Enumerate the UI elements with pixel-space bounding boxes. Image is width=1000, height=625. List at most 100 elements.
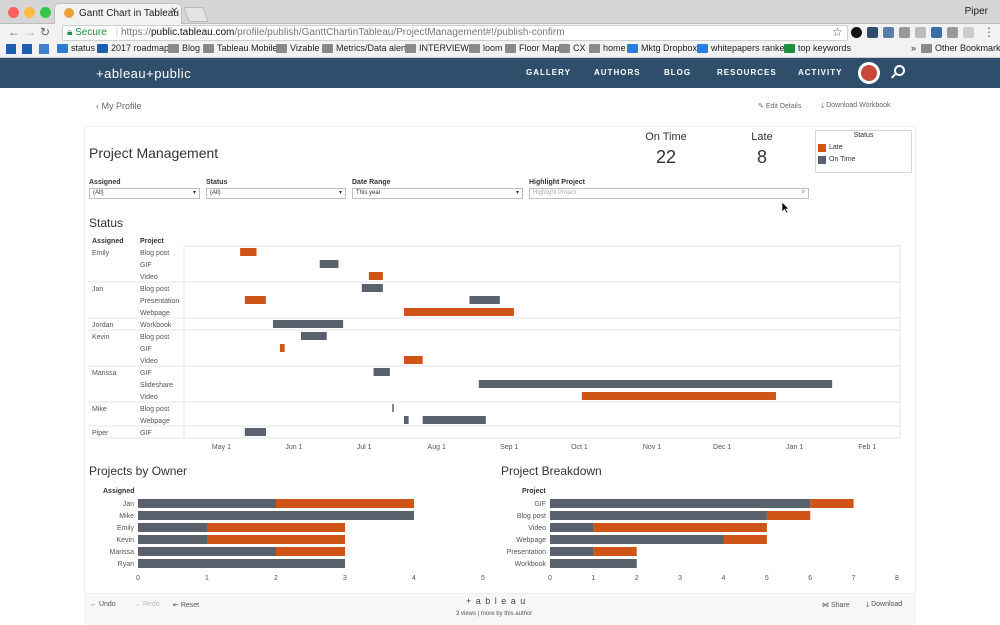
browser-profile-name[interactable]: Piper — [964, 6, 988, 17]
tableau-public-logo[interactable]: +ableau+public — [96, 66, 192, 81]
bookmark-status[interactable]: status — [57, 43, 95, 53]
download-workbook-link[interactable]: ⤓ Download Workbook — [821, 102, 891, 109]
bar-segment — [207, 535, 345, 544]
bookmark-loom[interactable]: loom — [469, 43, 503, 53]
close-window-button[interactable] — [8, 7, 19, 18]
nav-blog[interactable]: BLOG — [664, 68, 692, 77]
gantt-x-tick-label: Jun 1 — [285, 444, 302, 451]
bar-x-tick-label: 4 — [412, 575, 416, 582]
nav-activity[interactable]: ACTIVITY — [798, 68, 843, 77]
status-filter-label: Status — [206, 179, 228, 186]
project-breakdown-chart: GIF Blog post Video Webpage Presentation Work… — [507, 499, 899, 582]
legend-label-on-time[interactable]: On Time — [829, 156, 856, 163]
reset-button[interactable]: ⇤ Reset — [173, 602, 200, 609]
reload-icon[interactable]: ↻ — [40, 25, 51, 39]
gantt-bar — [403, 308, 514, 316]
back-to-profile-link[interactable]: ‹ My Profile — [96, 101, 142, 111]
extension-icon[interactable] — [915, 27, 926, 38]
download-icon: ⤓ — [866, 601, 870, 608]
nav-resources[interactable]: RESOURCES — [717, 68, 777, 77]
app-icon[interactable] — [39, 44, 49, 54]
share-icon: ⋈ — [822, 602, 829, 609]
extension-icon[interactable] — [931, 27, 942, 38]
extension-icon[interactable] — [899, 27, 910, 38]
gantt-x-tick-label: Sep 1 — [500, 444, 518, 451]
nav-authors[interactable]: AUTHORS — [594, 68, 641, 77]
gantt-project-label: GIF — [140, 262, 152, 269]
site-navbar — [0, 58, 1000, 88]
bookmark-top-keywords[interactable]: top keywords — [784, 43, 851, 53]
bar-category-label: Presentation — [507, 549, 546, 556]
assigned-filter-dropdown[interactable]: (All) ▾ — [89, 188, 200, 199]
tab-close-icon[interactable]: ✕ — [170, 6, 179, 17]
assigned-filter-label: Assigned — [89, 179, 121, 186]
maximize-window-button[interactable] — [40, 7, 51, 18]
undo-button[interactable]: ← Undo — [90, 601, 116, 608]
avatar-image — [861, 65, 877, 81]
kpi-on-time-label: On Time — [645, 131, 687, 143]
bookmark-whitepapers-ranked[interactable]: whitepapers ranked — [697, 43, 790, 53]
status-filter-dropdown[interactable]: (All) ▾ — [206, 188, 346, 199]
search-icon[interactable] — [894, 65, 905, 76]
bookmark-interviews[interactable]: INTERVIEWS — [405, 43, 475, 53]
back-arrow-icon[interactable]: ← — [8, 25, 20, 39]
bookmark-mktg-dropbox[interactable]: Mktg Dropbox — [627, 43, 697, 53]
bar-category-label: Ryan — [118, 561, 134, 568]
extension-icon[interactable] — [947, 27, 958, 38]
bookmark-tableau-mobile[interactable]: Tableau Mobile — [203, 43, 278, 53]
legend-swatch-on-time[interactable] — [818, 156, 826, 164]
gantt-x-tick-label: Nov 1 — [643, 444, 661, 451]
legend-label-late[interactable]: Late — [829, 144, 843, 151]
bar-x-tick-label: 3 — [343, 575, 347, 582]
download-button[interactable]: ⤓ Download — [866, 601, 903, 608]
bar-segment — [276, 499, 414, 508]
bar-category-label: Blog post — [517, 513, 546, 520]
date-range-dropdown[interactable]: This year ▾ — [352, 188, 523, 199]
bar-category-label: Webpage — [516, 537, 546, 544]
bookmark-floor-map[interactable]: Floor Map — [505, 43, 560, 53]
bar-segment — [138, 511, 414, 520]
more-bookmarks-icon[interactable]: » — [911, 43, 917, 53]
gantt-x-tick-label: Aug 1 — [428, 444, 446, 451]
dropdown-caret-icon: ▾ — [192, 190, 196, 196]
extension-icon[interactable] — [851, 27, 862, 38]
other-bookmarks[interactable]: Other Bookmarks — [921, 43, 1000, 53]
dropdown-caret-icon: ▾ — [338, 190, 342, 196]
bookmark-home[interactable]: home — [589, 43, 626, 53]
extension-icon[interactable] — [963, 27, 974, 38]
owner-axis-header: Assigned — [103, 488, 135, 495]
bookmark-metrics-data-alerts[interactable]: Metrics/Data alerts — [322, 43, 411, 53]
nav-gallery[interactable]: GALLERY — [526, 68, 571, 77]
outlook-icon[interactable] — [22, 44, 32, 54]
address-bar[interactable]: 🔒︎ Secure | https://public.tableau.com/p… — [62, 25, 848, 41]
forward-arrow-icon[interactable]: → — [24, 25, 36, 39]
browser-tab[interactable]: Gantt Chart in Tableau - Tech — [54, 3, 182, 24]
bookmark-cx[interactable]: CX — [559, 43, 586, 53]
bookmark-vizable[interactable]: Vizable — [276, 43, 319, 53]
page-title: Project Management — [89, 145, 219, 161]
undo-icon: ← — [90, 601, 97, 608]
bookmark-blog[interactable]: Blog — [168, 43, 200, 53]
redo-button[interactable]: → Redo — [134, 601, 160, 608]
extension-icon[interactable] — [867, 27, 878, 38]
mouse-pointer-icon — [781, 201, 790, 214]
edit-details-link[interactable]: ✎ Edit Details — [758, 103, 802, 110]
bar-segment — [593, 547, 637, 556]
minimize-window-button[interactable] — [24, 7, 35, 18]
gantt-bar — [244, 428, 266, 436]
gantt-bar — [403, 356, 423, 364]
gantt-bar — [469, 296, 500, 304]
highlight-project-input[interactable]: Highlight Project ⌕ — [529, 188, 809, 199]
tableau-brand-logo[interactable]: + a b l e a u — [466, 596, 527, 606]
url-host: public.tableau.com — [150, 27, 235, 38]
outlook-icon[interactable] — [6, 44, 16, 54]
legend-swatch-late[interactable] — [818, 144, 826, 152]
bookmark-star-icon[interactable]: ☆ — [832, 25, 843, 39]
gantt-project-label: Video — [140, 358, 158, 365]
gantt-x-tick-label: May 1 — [212, 444, 231, 451]
share-button[interactable]: ⋈ Share — [822, 602, 850, 609]
extension-icon[interactable] — [883, 27, 894, 38]
views-more-by-author[interactable]: 3 views | more by this author — [456, 611, 533, 617]
menu-kebab-icon[interactable]: ⋮ — [983, 25, 995, 39]
bookmark-2017-roadmap[interactable]: 2017 roadmap — [97, 43, 169, 53]
